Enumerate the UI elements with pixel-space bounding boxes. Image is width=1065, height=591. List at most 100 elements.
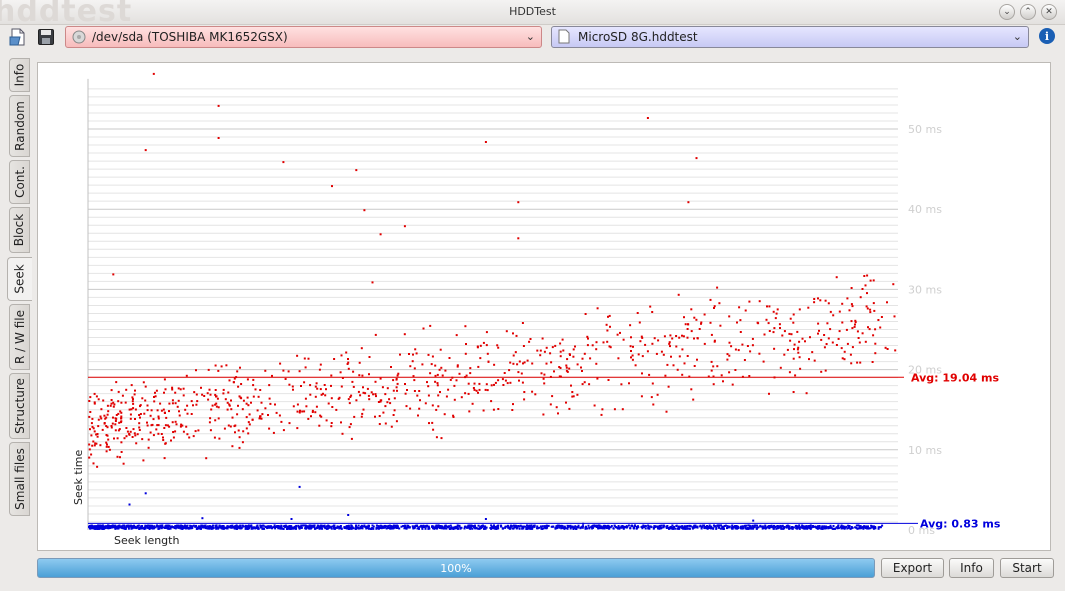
device-select-value: /dev/sda (TOSHIBA MK1652GSX)	[92, 30, 288, 44]
maximize-button[interactable]: ⌃	[1020, 4, 1036, 20]
device-select[interactable]: /dev/sda (TOSHIBA MK1652GSX) ⌄	[65, 26, 542, 48]
data-point-red	[637, 353, 640, 356]
data-point-blue	[371, 524, 374, 527]
data-point-blue	[513, 526, 516, 529]
data-point-red	[179, 388, 182, 391]
data-point-red	[217, 369, 220, 372]
data-point-blue	[547, 524, 550, 527]
data-point-red	[163, 391, 165, 394]
data-point-blue	[203, 525, 206, 528]
data-point-blue	[247, 525, 250, 528]
tab-structure[interactable]: Structure	[9, 373, 30, 439]
data-point-red	[557, 412, 559, 415]
data-point-red	[819, 299, 822, 302]
data-point-blue	[606, 527, 609, 530]
tab-small-files[interactable]: Small files	[9, 442, 30, 516]
data-point-blue	[435, 524, 438, 527]
data-point-blue	[215, 524, 218, 527]
data-point-red	[330, 425, 333, 428]
data-point-red	[100, 408, 103, 411]
data-point-red	[448, 357, 451, 359]
data-point-red	[254, 388, 257, 391]
data-point-red	[361, 374, 364, 377]
export-button[interactable]: Export	[881, 558, 944, 578]
data-point-red	[669, 334, 672, 337]
data-point-red	[292, 405, 295, 408]
data-point-red	[468, 410, 471, 413]
data-point-red	[110, 389, 113, 392]
data-point-blue	[742, 525, 744, 528]
data-point-blue	[689, 525, 692, 528]
data-point-red	[368, 373, 370, 376]
tab-info[interactable]: Info	[9, 58, 30, 92]
data-point-red	[571, 391, 574, 393]
data-point-red	[713, 305, 716, 308]
data-point-blue	[101, 527, 103, 530]
data-point-blue	[704, 525, 707, 528]
data-point-red	[163, 378, 166, 381]
open-document-icon[interactable]	[9, 28, 27, 46]
data-point-red	[134, 418, 136, 420]
data-point-red	[506, 382, 509, 385]
data-point-red	[242, 430, 245, 433]
result-file-select[interactable]: MicroSD 8G.hddtest ⌄	[551, 26, 1029, 48]
data-point-red	[157, 424, 160, 427]
data-point-red	[311, 409, 314, 412]
data-point-red	[657, 339, 660, 342]
data-point-red	[728, 371, 731, 374]
data-point-red	[418, 407, 421, 410]
data-point-red	[252, 378, 255, 381]
data-point-blue	[692, 526, 695, 529]
data-point-red	[246, 396, 249, 399]
close-button[interactable]: ✕	[1041, 4, 1057, 20]
data-point-red	[858, 341, 861, 344]
data-point-blue	[632, 527, 635, 530]
data-point-red	[786, 348, 789, 351]
data-point-blue	[103, 525, 106, 528]
data-point-blue	[481, 526, 484, 529]
start-button[interactable]: Start	[1000, 558, 1054, 578]
data-point-blue	[650, 526, 653, 529]
data-point-red	[275, 411, 278, 414]
data-point-blue	[527, 526, 530, 528]
data-point-red	[215, 405, 218, 408]
data-point-blue	[518, 527, 521, 530]
data-point-blue	[603, 526, 606, 528]
data-point-blue	[625, 526, 628, 529]
data-point-red	[177, 399, 180, 402]
data-point-red	[146, 424, 149, 427]
tab-block[interactable]: Block	[9, 207, 30, 253]
save-disk-icon[interactable]	[37, 28, 55, 46]
data-point-red	[316, 387, 319, 390]
tab-random[interactable]: Random	[9, 95, 30, 157]
data-point-blue	[555, 526, 558, 529]
data-point-red	[581, 370, 583, 372]
data-point-blue	[749, 527, 752, 530]
data-point-red	[174, 420, 177, 423]
info-icon[interactable]: i	[1039, 28, 1055, 44]
data-point-red	[366, 387, 369, 390]
data-point-blue	[348, 527, 351, 530]
data-point-blue	[820, 526, 823, 529]
tab-cont[interactable]: Cont.	[9, 160, 30, 204]
data-point-red	[493, 363, 496, 366]
data-point-blue	[724, 524, 727, 527]
info-button[interactable]: Info	[949, 558, 994, 578]
data-point-red	[233, 377, 236, 380]
data-point-blue	[493, 524, 495, 527]
data-point-blue	[796, 527, 799, 530]
data-point-blue	[673, 526, 676, 528]
data-point-blue	[111, 524, 114, 527]
data-point-red	[96, 465, 99, 468]
data-point-blue	[221, 525, 223, 528]
data-point-blue	[479, 525, 482, 528]
data-point-blue	[560, 527, 563, 530]
data-point-red	[132, 428, 135, 431]
data-point-blue	[657, 525, 659, 528]
tab-seek[interactable]: Seek	[7, 257, 32, 301]
tab-rw-file[interactable]: R / W file	[9, 304, 30, 370]
data-point-red	[458, 372, 461, 375]
data-point-blue	[179, 526, 182, 529]
data-point-blue	[591, 526, 594, 529]
minimize-button[interactable]: ⌄	[999, 4, 1015, 20]
